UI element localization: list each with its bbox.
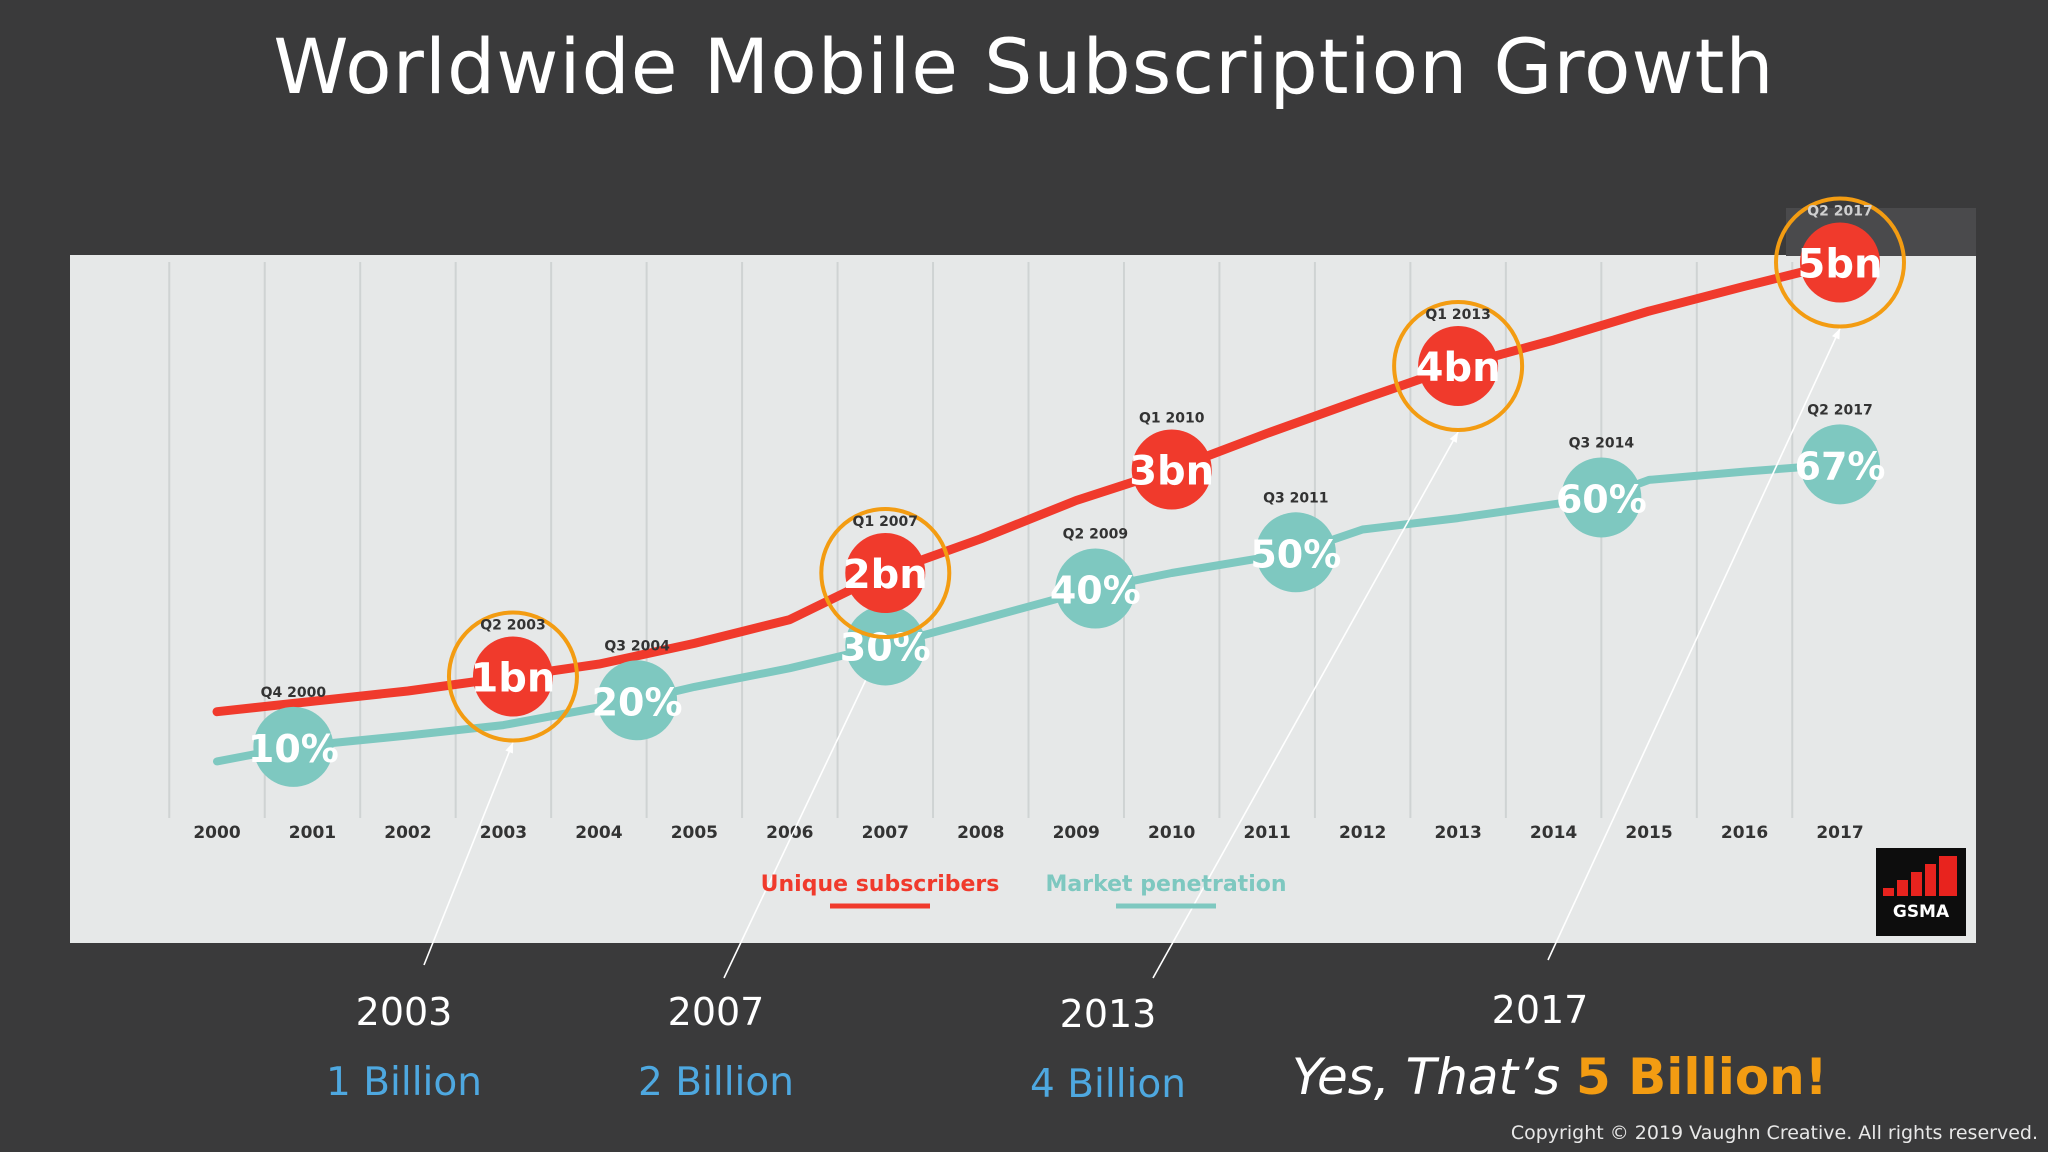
subscriber-marker bbox=[845, 533, 926, 613]
penetration-marker bbox=[597, 660, 678, 741]
penetration-marker-label: 10% bbox=[248, 727, 339, 771]
gsma-logo: GSMA bbox=[1876, 848, 1966, 936]
penetration-marker-label: 50% bbox=[1250, 532, 1341, 576]
x-tick-label: 2007 bbox=[862, 823, 909, 843]
penetration-marker-label: 40% bbox=[1050, 569, 1141, 613]
penetration-marker-label: 30% bbox=[840, 625, 931, 669]
marker-quarter-label: Q3 2014 bbox=[1569, 435, 1635, 451]
subscriber-marker-label: 2bn bbox=[843, 552, 928, 598]
penetration-marker bbox=[1800, 424, 1880, 505]
penetration-marker-label: 20% bbox=[592, 680, 683, 724]
x-tick-label: 2009 bbox=[1053, 823, 1100, 843]
copyright: Copyright © 2019 Vaughn Creative. All ri… bbox=[1510, 1122, 2038, 1144]
callout-arrowhead bbox=[1832, 328, 1840, 340]
x-tick-label: 2004 bbox=[575, 823, 622, 843]
penetration-marker bbox=[845, 605, 926, 686]
chart-panel bbox=[70, 255, 1976, 943]
legend: Unique subscribers Market penetration bbox=[761, 872, 1287, 909]
callout-arrowhead bbox=[505, 742, 513, 754]
highlight-ring bbox=[1774, 196, 1906, 329]
gsma-logo-bar bbox=[1897, 880, 1908, 896]
milestone-year: 2013 bbox=[1059, 992, 1157, 1036]
slide-title: Worldwide Mobile Subscription Growth bbox=[273, 22, 1775, 111]
x-tick-label: 2017 bbox=[1816, 823, 1863, 843]
subscriber-marker-label: 5bn bbox=[1798, 242, 1883, 288]
x-tick-label: 2014 bbox=[1530, 823, 1577, 843]
marker-quarter-label: Q3 2011 bbox=[1263, 490, 1328, 506]
x-tick-label: 2012 bbox=[1339, 823, 1386, 843]
marker-quarter-label: Q2 2003 bbox=[480, 618, 545, 634]
milestone-value: 2 Billion bbox=[638, 1060, 794, 1105]
tagline-highlight: 5 Billion! bbox=[1575, 1048, 1828, 1106]
gsma-logo-bar bbox=[1883, 888, 1894, 896]
marker-quarter-label: Q4 2000 bbox=[261, 685, 327, 701]
penetration-marker bbox=[1561, 457, 1642, 538]
x-tick-label: 2015 bbox=[1625, 823, 1672, 843]
gsma-logo-bar bbox=[1911, 872, 1922, 896]
callout-arrow bbox=[423, 742, 514, 966]
x-tick-label: 2006 bbox=[766, 823, 813, 843]
marker-quarter-label: Q2 2009 bbox=[1063, 527, 1128, 543]
marker-quarter-label: Q1 2007 bbox=[853, 514, 918, 530]
penetration-marker bbox=[1255, 512, 1336, 593]
penetration-marker-label: 67% bbox=[1795, 444, 1886, 488]
markers: 10% Q4 2000 20% Q3 2004 30% Q1 2007 40% Q2 2009… bbox=[248, 196, 1906, 787]
legend-label: Unique subscribers bbox=[761, 872, 1000, 897]
callout-arrow bbox=[1152, 431, 1459, 979]
milestone-value: 1 Billion bbox=[326, 1060, 482, 1105]
callout-arrowhead bbox=[1449, 432, 1459, 443]
x-tick-label: 2005 bbox=[671, 823, 718, 843]
gsma-logo-bar bbox=[1939, 856, 1957, 896]
legend-label: Market penetration bbox=[1045, 872, 1286, 897]
grid-lines bbox=[168, 262, 1794, 818]
tagline-prefix: Yes, That’s bbox=[1292, 1048, 1576, 1106]
subscriber-marker-label: 3bn bbox=[1129, 449, 1214, 495]
highlight-ring bbox=[446, 610, 579, 743]
x-tick-label: 2002 bbox=[384, 823, 431, 843]
highlight-ring bbox=[1392, 300, 1525, 432]
marker-quarter-label: Q2 2017 bbox=[1807, 204, 1872, 220]
milestone-year: 2003 bbox=[355, 990, 453, 1034]
milestone-value: 4 Billion bbox=[1030, 1062, 1186, 1107]
penetration-marker bbox=[253, 706, 334, 787]
x-tick-label: 2011 bbox=[1244, 823, 1291, 843]
highlight-ring bbox=[819, 507, 952, 639]
tagline: Yes, That’s 5 Billion! bbox=[1292, 1048, 1828, 1106]
x-tick-label: 2003 bbox=[480, 823, 527, 843]
callout-arrow bbox=[723, 638, 887, 979]
subscriber-marker bbox=[1800, 222, 1880, 303]
gsma-logo-text: GSMA bbox=[1893, 902, 1950, 922]
subscriber-marker-label: 1bn bbox=[470, 656, 555, 702]
x-axis-ticks: 2000 2001 2002 2003 2004 2005 2006 2007 2008 2009… bbox=[193, 823, 1863, 843]
x-tick-label: 2010 bbox=[1148, 823, 1195, 843]
x-tick-label: 2000 bbox=[193, 823, 240, 843]
subscriber-marker bbox=[1418, 326, 1499, 406]
marker-quarter-label: Q3 2004 bbox=[604, 638, 670, 654]
callout-arrow bbox=[1547, 328, 1841, 961]
milestone-year: 2017 bbox=[1491, 988, 1589, 1032]
x-tick-label: 2001 bbox=[289, 823, 336, 843]
subscriber-marker-label: 4bn bbox=[1416, 345, 1501, 391]
milestone-year: 2007 bbox=[667, 990, 765, 1034]
x-tick-label: 2016 bbox=[1721, 823, 1768, 843]
marker-quarter-label: Q2 2017 bbox=[1807, 402, 1872, 418]
gsma-logo-bar bbox=[1925, 864, 1936, 896]
subscriber-marker bbox=[472, 636, 553, 717]
subscriber-marker bbox=[1131, 429, 1212, 510]
x-tick-label: 2008 bbox=[957, 823, 1004, 843]
penetration-marker-label: 60% bbox=[1556, 477, 1647, 521]
x-tick-label: 2013 bbox=[1434, 823, 1481, 843]
marker-quarter-label: Q1 2010 bbox=[1139, 411, 1205, 427]
marker-quarter-label: Q1 2013 bbox=[1425, 307, 1490, 323]
penetration-marker bbox=[1055, 548, 1136, 629]
